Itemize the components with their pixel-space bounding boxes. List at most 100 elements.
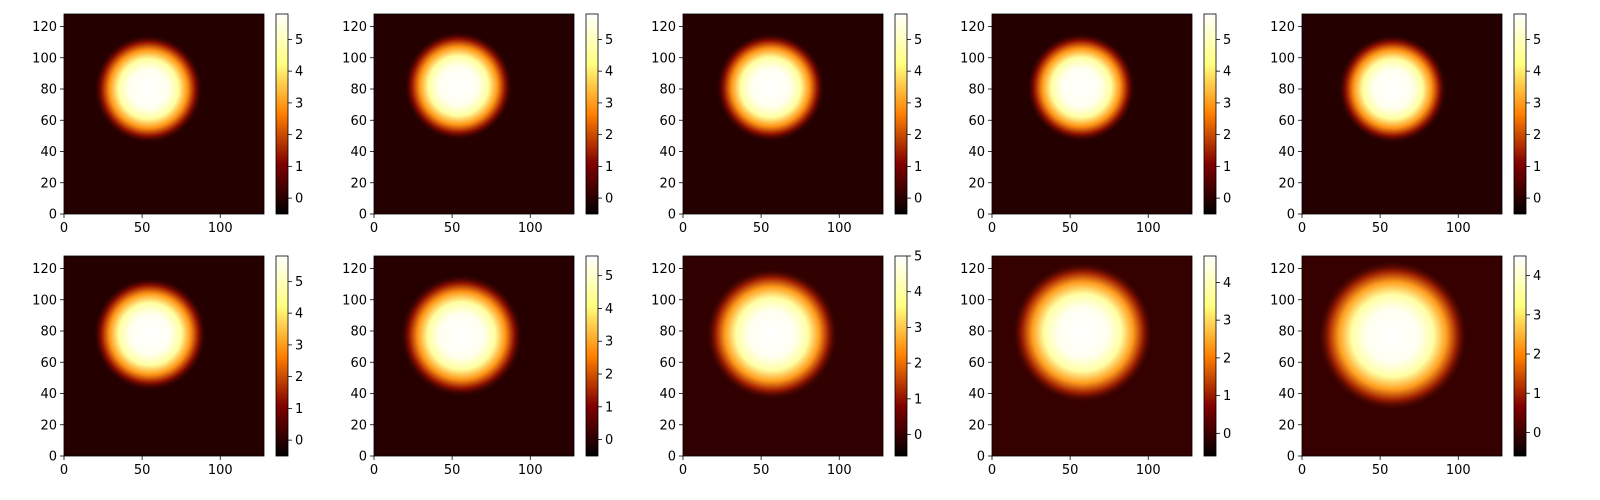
colorbar-tick-label: 1 — [1223, 160, 1231, 175]
y-tick-label: 100 — [1270, 293, 1295, 308]
y-tick-label: 40 — [1278, 387, 1295, 402]
y-tick-label: 60 — [659, 356, 676, 371]
y-tick-label: 40 — [659, 145, 676, 160]
y-tick-label: 0 — [668, 208, 676, 223]
colorbar-tick-label: 5 — [295, 275, 303, 290]
colorbar-tick-label: 3 — [295, 96, 303, 111]
colorbar-tick-label: 1 — [605, 400, 613, 415]
heatmap-panel-4: 0 50 100 0 20 40 60 80 100 120 0 1 2 3 4 5 — [960, 13, 1231, 236]
y-tick-label: 60 — [968, 114, 985, 129]
colorbar-tick-label: 2 — [1223, 351, 1231, 366]
colorbar-tick-label: 1 — [1223, 389, 1231, 404]
x-tick-label: 100 — [827, 221, 852, 236]
x-tick-label: 50 — [134, 221, 151, 236]
y-tick-label: 60 — [350, 356, 367, 371]
y-tick-label: 80 — [968, 83, 985, 98]
colorbar-tick-label: 0 — [1533, 192, 1541, 207]
x-tick-label: 100 — [1136, 221, 1161, 236]
heatmap-panel-10: 0 50 100 0 20 40 60 80 100 120 0 1 2 3 4 — [1270, 255, 1541, 478]
colorbar — [1203, 255, 1217, 457]
y-tick-label: 0 — [359, 208, 367, 223]
x-tick-label: 0 — [988, 463, 996, 478]
y-tick-label: 40 — [350, 387, 367, 402]
y-tick-label: 60 — [1278, 356, 1295, 371]
y-tick-label: 80 — [659, 83, 676, 98]
colorbar-tick-label: 1 — [1533, 387, 1541, 402]
y-tick-label: 40 — [968, 387, 985, 402]
colorbar-tick-label: 2 — [1223, 128, 1231, 143]
y-tick-label: 100 — [1270, 51, 1295, 66]
colorbar — [275, 255, 289, 457]
colorbar-tick-label: 3 — [1223, 96, 1231, 111]
y-tick-label: 80 — [1278, 325, 1295, 340]
y-tick-label: 40 — [659, 387, 676, 402]
colorbar-tick-label: 3 — [605, 96, 613, 111]
y-tick-label: 40 — [968, 145, 985, 160]
plot-frame — [682, 13, 884, 215]
x-tick-label: 0 — [370, 463, 378, 478]
x-tick-label: 0 — [1298, 463, 1306, 478]
colorbar-tick-label: 4 — [295, 65, 303, 80]
colorbar-tick-label: 4 — [1223, 276, 1231, 291]
x-tick-label: 100 — [1136, 463, 1161, 478]
y-tick-label: 60 — [659, 114, 676, 129]
y-tick-label: 100 — [32, 293, 57, 308]
colorbar-tick-label: 2 — [914, 357, 922, 372]
x-tick-label: 50 — [444, 221, 461, 236]
x-tick-label: 50 — [1372, 463, 1389, 478]
colorbar-tick-label: 3 — [1223, 314, 1231, 329]
y-tick-label: 100 — [960, 51, 985, 66]
y-tick-label: 20 — [40, 176, 57, 191]
y-tick-label: 120 — [960, 20, 985, 35]
y-tick-label: 80 — [1278, 83, 1295, 98]
x-tick-label: 100 — [208, 463, 233, 478]
colorbar-tick-label: 0 — [295, 434, 303, 449]
plot-frame — [1301, 255, 1503, 457]
x-tick-label: 50 — [1062, 221, 1079, 236]
x-tick-label: 100 — [518, 221, 543, 236]
colorbar-tick-label: 3 — [914, 321, 922, 336]
colorbar — [1203, 13, 1217, 215]
y-tick-label: 120 — [960, 262, 985, 277]
colorbar-tick-label: 2 — [605, 368, 613, 383]
x-tick-label: 50 — [134, 463, 151, 478]
x-tick-label: 0 — [988, 221, 996, 236]
colorbar-tick-label: 1 — [914, 160, 922, 175]
x-tick-label: 100 — [827, 463, 852, 478]
x-tick-label: 50 — [753, 463, 770, 478]
heatmap-peak — [1026, 33, 1136, 142]
x-tick-label: 0 — [370, 221, 378, 236]
y-tick-label: 120 — [342, 20, 367, 35]
colorbar-tick-label: 5 — [605, 269, 613, 284]
y-tick-label: 60 — [40, 356, 57, 371]
x-tick-label: 0 — [679, 221, 687, 236]
heatmap-peak — [1338, 34, 1447, 144]
plot-frame — [991, 13, 1193, 215]
heatmap-panel-8: 0 50 100 0 20 40 60 80 100 120 0 1 2 3 4 5 — [651, 250, 922, 479]
y-tick-label: 20 — [659, 176, 676, 191]
y-tick-label: 40 — [1278, 145, 1295, 160]
heatmap-peak — [400, 274, 523, 397]
colorbar-tick-label: 3 — [605, 335, 613, 350]
y-tick-label: 40 — [40, 145, 57, 160]
colorbar — [894, 13, 908, 215]
colorbar-tick-label: 0 — [605, 433, 613, 448]
y-tick-label: 120 — [32, 20, 57, 35]
colorbar-tick-label: 0 — [605, 192, 613, 207]
colorbar — [585, 13, 599, 215]
colorbar-tick-label: 2 — [1533, 348, 1541, 363]
y-tick-label: 120 — [32, 262, 57, 277]
colorbar-tick-label: 4 — [1223, 65, 1231, 80]
colorbar — [1513, 13, 1527, 215]
y-tick-label: 0 — [1287, 450, 1295, 465]
colorbar-tick-label: 1 — [1533, 160, 1541, 175]
x-tick-label: 0 — [679, 463, 687, 478]
colorbar-tick-label: 0 — [914, 192, 922, 207]
y-tick-label: 80 — [350, 325, 367, 340]
colorbar-tick-label: 4 — [605, 302, 613, 317]
colorbar-tick-label: 4 — [1533, 65, 1541, 80]
colorbar-tick-label: 5 — [1223, 33, 1231, 48]
y-tick-label: 60 — [968, 356, 985, 371]
colorbar-tick-label: 0 — [295, 192, 303, 207]
colorbar-tick-label: 1 — [605, 160, 613, 175]
